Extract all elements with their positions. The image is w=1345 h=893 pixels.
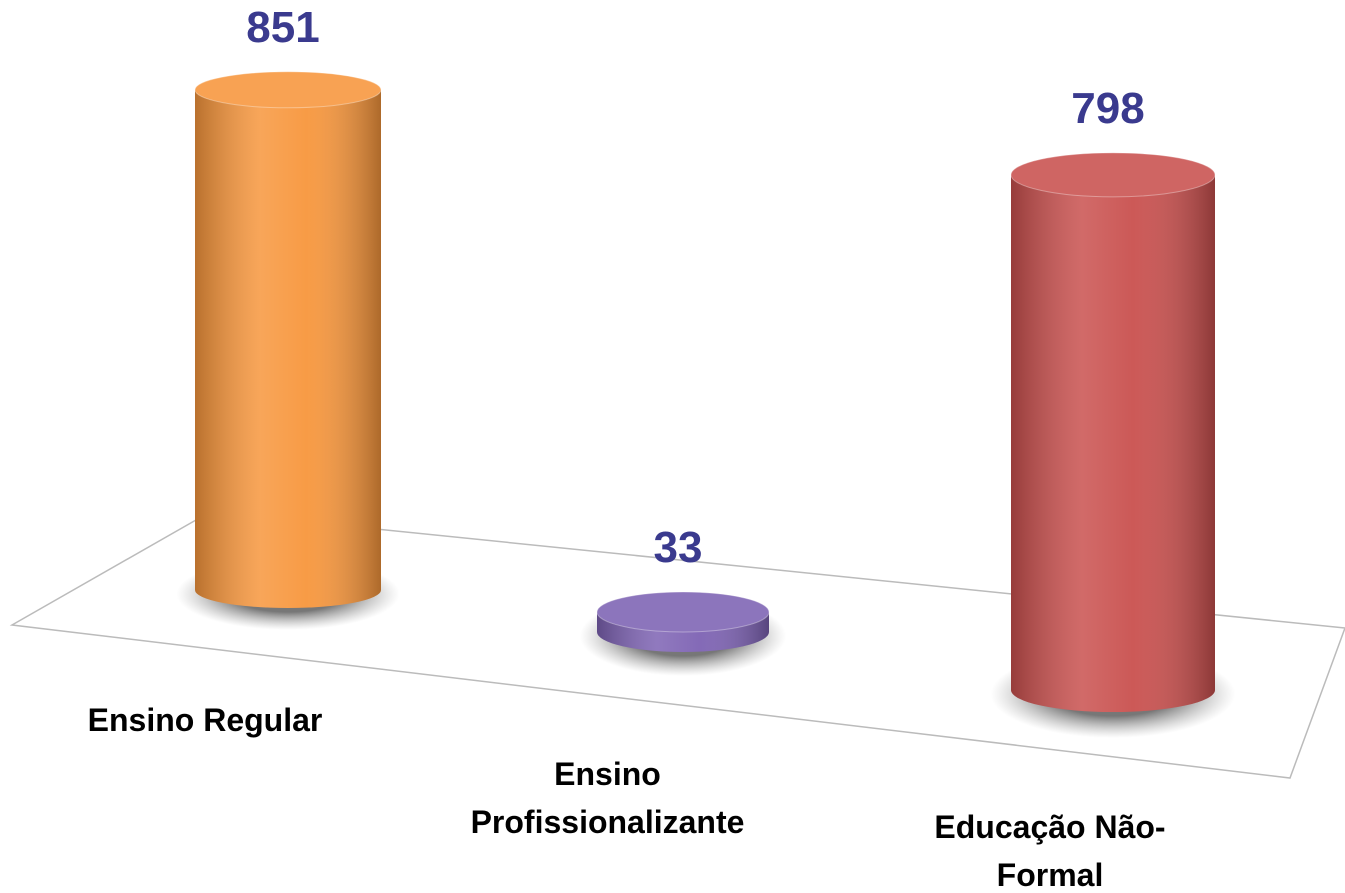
bar-top xyxy=(596,591,770,633)
value-label: 851 xyxy=(246,3,319,52)
bar-top xyxy=(194,71,382,109)
value-label: 33 xyxy=(654,523,703,572)
bar-top-highlight xyxy=(1011,152,1215,197)
bar-shade xyxy=(1011,174,1215,690)
category-label: Ensino Profissionalizante xyxy=(470,756,745,840)
bar-top-highlight xyxy=(597,592,769,633)
category-label: Ensino Regular xyxy=(87,702,323,738)
bar-shade xyxy=(195,89,381,590)
floor xyxy=(9,511,1345,779)
category-label: Educação Não-Formal xyxy=(934,809,1166,893)
value-label: 798 xyxy=(1071,84,1144,133)
bar-top xyxy=(1010,152,1216,198)
bar-top-highlight xyxy=(195,71,381,108)
